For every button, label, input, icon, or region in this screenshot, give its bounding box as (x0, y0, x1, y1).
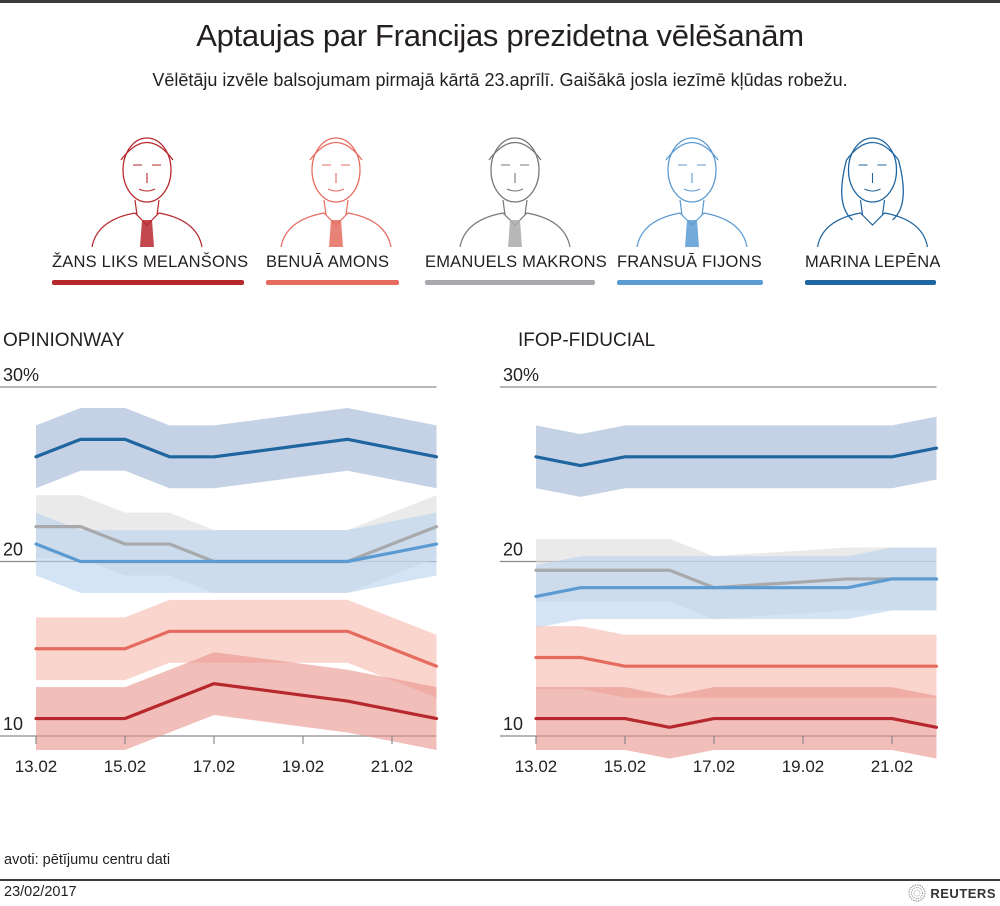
chart-ifop-fiducial: 10 20 30% 13.02 15.02 17.02 19.02 21.02 (500, 365, 939, 776)
portrait-fillon-icon (636, 137, 748, 248)
error-band-4 (36, 652, 437, 750)
reuters-globe-icon (908, 884, 926, 902)
portrait-hamon-icon (280, 137, 392, 248)
series-line-4 (534, 716, 939, 729)
legend-item-hamon: BENUĀ AMONS (266, 125, 466, 295)
legend-swatch (52, 280, 244, 285)
y-tick-label: 20 (503, 540, 523, 560)
x-tick-label: 17.02 (193, 757, 236, 776)
portrait-lepen-icon (816, 137, 929, 248)
legend-label: BENUĀ AMONS (266, 253, 390, 271)
portrait-macron-icon (459, 137, 571, 248)
y-tick-label: 30% (503, 365, 539, 385)
legend-label: FRANSUĀ FIJONS (617, 253, 762, 271)
x-tick-label: 13.02 (515, 757, 558, 776)
brand-name: REUTERS (930, 885, 996, 901)
legend-item-lepen: MARINA LEPĒNA (805, 125, 1000, 295)
error-band-4 (536, 687, 937, 759)
legend-label: EMANUELS MAKRONS (425, 253, 607, 271)
x-tick-label: 19.02 (782, 757, 825, 776)
error-band-3 (536, 626, 937, 698)
y-tick-label: 10 (503, 714, 523, 734)
legend-item-fillon: FRANSUĀ FIJONS (617, 125, 817, 295)
y-tick-label: 10 (3, 714, 23, 734)
error-band-2 (36, 512, 437, 593)
legend-swatch (617, 280, 763, 285)
x-tick-label: 17.02 (693, 757, 736, 776)
publish-date: 23/02/2017 (4, 884, 77, 900)
legend-swatch (266, 280, 399, 285)
series-line-2 (34, 542, 439, 564)
chart-subtitle: Vēlētāju izvēle balsojumam pirmajā kārtā… (152, 70, 848, 90)
series-line-0 (534, 446, 939, 468)
legend-swatch (805, 280, 936, 285)
legend-label: ŽANS LIKS MELANŠONS (52, 253, 249, 271)
legend-label: MARINA LEPĒNA (805, 253, 941, 271)
reuters-logo: REUTERS (908, 884, 996, 902)
chart-title-ifop: IFOP-FIDUCIAL (518, 330, 656, 351)
x-tick-label: 15.02 (104, 757, 147, 776)
error-band-3 (36, 599, 437, 698)
chart-opinionway: 10 20 30% 13.02 15.02 17.02 19.02 21.02 (0, 365, 439, 776)
series-line-3 (534, 655, 939, 668)
source-note: avoti: pētījumu centru dati (4, 852, 171, 868)
legend-swatch (425, 280, 595, 285)
top-rule (0, 0, 1000, 3)
legend-item-macron: EMANUELS MAKRONS (425, 125, 625, 295)
series-line-3 (34, 629, 439, 668)
y-tick-label: 20 (3, 540, 23, 560)
error-band-0 (36, 407, 437, 489)
series-line-4 (34, 682, 439, 721)
legend-item-melenchon: ŽANS LIKS MELANŠONS (52, 125, 252, 295)
x-tick-label: 21.02 (871, 757, 914, 776)
x-tick-label: 19.02 (282, 757, 325, 776)
bottom-rule (0, 879, 1000, 881)
chart-title: Aptaujas par Francijas prezidetna vēlēša… (196, 18, 804, 53)
y-tick-label: 30% (3, 365, 39, 385)
chart-title-opinionway: OPINIONWAY (3, 330, 125, 351)
x-tick-label: 21.02 (371, 757, 414, 776)
x-tick-label: 15.02 (604, 757, 647, 776)
series-line-2 (534, 577, 939, 598)
portrait-melenchon-icon (91, 137, 203, 248)
x-tick-label: 13.02 (15, 757, 58, 776)
series-line-0 (34, 437, 439, 459)
